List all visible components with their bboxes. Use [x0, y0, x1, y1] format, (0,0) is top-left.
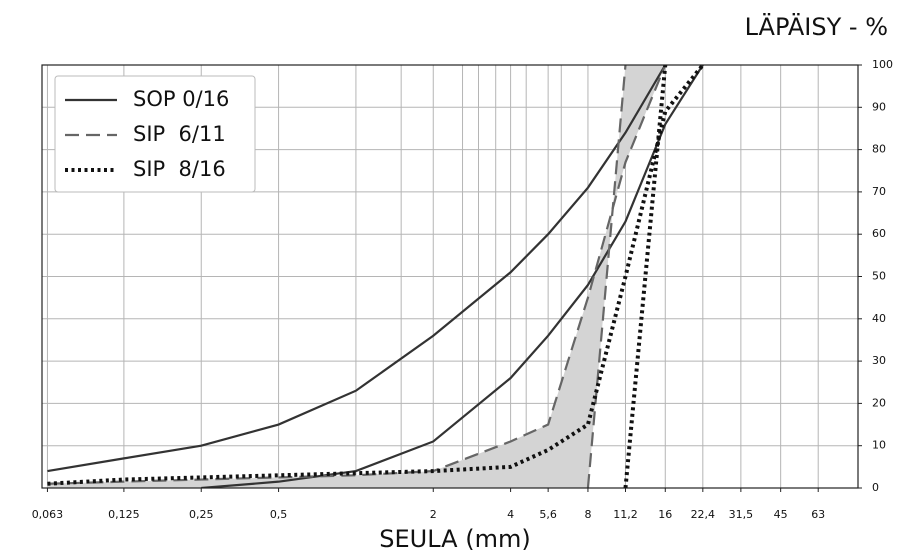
y-tick-label: 40 [872, 312, 886, 325]
legend-box [54, 75, 256, 193]
y-tick-label: 90 [872, 100, 886, 113]
y-tick-label: 10 [872, 439, 886, 452]
x-tick-label: 0,25 [189, 508, 214, 521]
y-tick-label: 80 [872, 143, 886, 156]
x-tick-label: 8 [584, 508, 591, 521]
y-tick-label: 70 [872, 185, 886, 198]
x-tick-label: 11,2 [613, 508, 638, 521]
x-tick-label: 0,5 [270, 508, 288, 521]
x-tick-label: 63 [811, 508, 825, 521]
y-tick-label: 0 [872, 481, 879, 494]
legend-label: SIP 8/16 [133, 157, 226, 181]
legend: SOP 0/16 SIP 6/11 SIP 8/16 [54, 75, 256, 193]
y-tick-label: 20 [872, 396, 886, 409]
x-tick-label: 0,063 [32, 508, 64, 521]
x-tick-label: 0,125 [108, 508, 140, 521]
x-tick-label: 4 [507, 508, 514, 521]
y-tick-label: 50 [872, 270, 886, 283]
legend-label: SIP 6/11 [133, 122, 226, 146]
x-tick-label: 16 [658, 508, 672, 521]
plot-layer [47, 65, 705, 488]
series-line [586, 65, 627, 488]
series-line [201, 65, 704, 488]
x-tick-label: 22,4 [691, 508, 716, 521]
x-axis-label: SEULA (mm) [379, 525, 530, 553]
plot-frame [41, 64, 859, 489]
chart-title: LÄPÄISY - % [745, 12, 888, 41]
x-tick-label: 5,6 [539, 508, 557, 521]
legend-label: SOP 0/16 [133, 87, 229, 111]
y-tick-label: 100 [872, 58, 893, 71]
series-line [47, 65, 667, 473]
x-tick-label: 45 [774, 508, 788, 521]
y-tick-label: 60 [872, 227, 886, 240]
series-line [47, 65, 705, 486]
x-tick-label: 2 [430, 508, 437, 521]
x-tick-label: 31,5 [729, 508, 754, 521]
y-tick-label: 30 [872, 354, 886, 367]
